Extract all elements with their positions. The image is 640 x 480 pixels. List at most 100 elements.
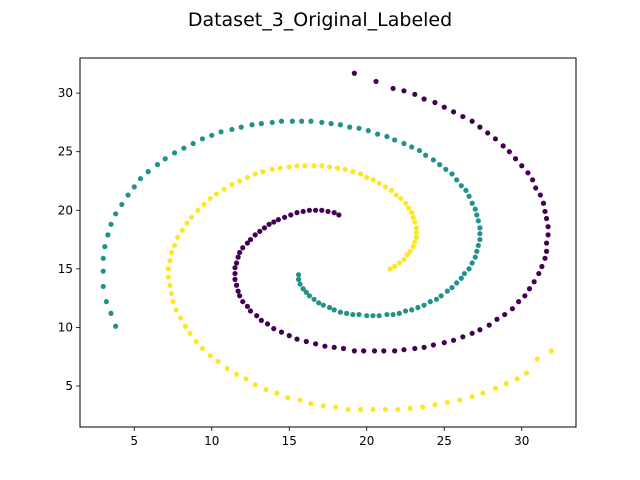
scatter-point [316,300,322,306]
scatter-point [351,70,357,76]
x-axis: 5 10 15 20 25 30 [130,427,529,448]
y-tick-label: 15 [58,262,73,276]
scatter-point [333,404,339,410]
scatter-point [536,270,542,277]
scatter-point [232,265,238,271]
scatter-point [531,279,537,285]
scatter-point [416,147,423,154]
scatter-point [392,263,398,270]
scatter-point [364,174,370,181]
scatter-point [401,88,407,94]
scatter-point [336,212,342,218]
scatter-point [105,232,111,238]
scatter-point [540,200,547,206]
scatter-point [252,171,258,177]
scatter-point [430,342,436,348]
scatter-point [390,311,396,318]
scatter-point [472,254,478,260]
scatter-point [537,192,543,198]
x-tick-label: 15 [282,434,297,448]
scatter-point [271,326,277,332]
scatter-point [269,119,275,126]
scatter-point [209,132,215,138]
scatter-point [461,270,467,277]
scatter-point [260,169,266,175]
scatter-point [171,150,178,156]
scatter-point [469,393,475,400]
x-tick-label: 25 [437,434,452,448]
scatter-point [485,130,491,136]
scatter-point [240,299,246,305]
scatter-point [512,156,519,162]
scatter-point [320,403,326,409]
scatter-point [311,163,317,169]
scatter-point [460,113,466,120]
scatter-point [232,270,238,277]
scatter-point [184,220,190,226]
scatter-point [526,286,533,292]
y-axis: 5 10 15 20 25 30 [58,86,80,393]
scatter-point [233,282,240,288]
scatter-point [545,232,551,238]
scatter-point [534,356,540,362]
scatter-point [306,207,312,213]
scatter-point [271,219,277,225]
scatter-point [357,171,364,177]
scatter-point [229,181,235,188]
scatter-point [286,164,292,170]
scatter-point [413,229,419,236]
scatter-point [475,242,481,249]
scatter-point [167,282,173,288]
scatter-point [244,303,250,309]
scatter-point [263,386,269,393]
scatter-point [443,166,449,172]
scatter-point [221,186,227,192]
scatter-point [381,348,387,354]
scatter-point [181,145,187,151]
scatter-point [244,240,250,246]
scatter-point [419,404,426,410]
scatter-point [370,177,376,183]
scatter-point [469,200,475,206]
scatter-point [288,212,294,218]
scatter-point [258,121,264,127]
scatter-point [421,344,427,350]
scatter-point [398,195,404,202]
scatter-point [294,163,300,169]
scatter-point [313,207,319,213]
scatter-point [384,133,390,140]
scatter-point [306,293,312,299]
scatter-point [247,308,254,314]
scatter-point [168,290,175,297]
scatter-point [404,252,410,258]
scatter-point [373,78,379,85]
scatter-point [412,239,418,245]
y-tick-label: 25 [58,145,73,159]
scatter-point [325,208,331,215]
scatter-point [444,399,450,405]
chart-title: Dataset_3_Original_Labeled [188,9,452,31]
scatter-point [370,313,376,319]
scatter-point [430,157,436,163]
scatter-point [154,162,161,168]
scatter-point [299,118,305,124]
scatter-point [415,304,421,311]
scatter-point [477,231,483,237]
scatter-point [244,174,250,181]
scatter-point [432,99,438,106]
scatter-point [252,382,258,388]
scatter-point [342,166,348,172]
scatter-point [494,316,500,322]
scatter-point [516,299,522,305]
y-tick-label: 10 [58,320,73,334]
points-layer [100,70,554,413]
scatter-point [523,370,530,376]
scatter-point [331,210,337,216]
scatter-point [395,406,401,413]
scatter-point [514,376,520,382]
scatter-point [351,348,357,354]
scatter-point [167,258,173,264]
series-2 [165,163,554,413]
scatter-point [406,205,412,211]
